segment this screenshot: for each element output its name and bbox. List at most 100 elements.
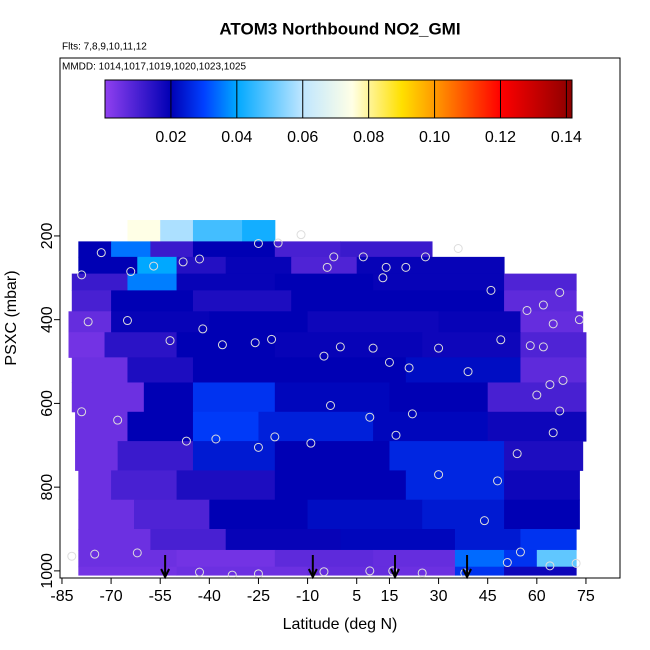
- y-tick-label: 200: [39, 222, 56, 249]
- curtain-cell: [192, 441, 276, 471]
- curtain-cell: [520, 357, 587, 383]
- curtain-cell: [78, 499, 135, 530]
- sample-point: [77, 407, 87, 417]
- sample-point: [358, 252, 368, 262]
- curtain-cell: [291, 357, 407, 383]
- colorbar-tick-label: 0.04: [221, 129, 252, 146]
- sample-point: [329, 252, 339, 262]
- curtain-cell: [111, 290, 194, 312]
- curtain-cell: [192, 241, 276, 258]
- curtain-cell: [127, 273, 178, 291]
- curtain-cell: [78, 241, 112, 258]
- sample-point: [195, 567, 205, 577]
- curtain-cell: [274, 470, 407, 501]
- curtain-cell: [127, 220, 161, 242]
- curtain-cell: [504, 441, 584, 471]
- sample-point: [401, 262, 411, 272]
- curtain-cell: [405, 470, 505, 501]
- curtain-cell: [78, 549, 178, 568]
- curtain-cell: [487, 411, 587, 442]
- curtain-cell: [487, 382, 587, 413]
- curtain-cell: [274, 332, 423, 358]
- curtain-cell: [504, 290, 577, 312]
- curtain-cell: [274, 382, 390, 413]
- sample-point: [384, 357, 394, 367]
- curtain-cell: [274, 549, 374, 568]
- sample-point: [296, 230, 306, 240]
- leg-arrow: [160, 555, 171, 580]
- sample-point: [273, 238, 283, 248]
- x-tick-label: -55: [149, 588, 172, 605]
- curtain-cell: [127, 357, 194, 383]
- sample-point: [267, 334, 277, 344]
- sample-point: [463, 367, 473, 377]
- x-tick-label: -70: [100, 588, 123, 605]
- curtain-cell: [104, 332, 178, 358]
- sample-point: [378, 273, 388, 283]
- curtain-cell: [150, 241, 194, 258]
- y-tick-label: 400: [39, 306, 56, 333]
- curtain-cell: [68, 311, 112, 333]
- x-tick-label: 60: [528, 588, 546, 605]
- curtain-cell: [78, 256, 138, 275]
- curtain-cell: [504, 566, 577, 576]
- sample-point: [253, 442, 263, 452]
- sample-point: [407, 409, 417, 419]
- curtain-cell: [520, 529, 577, 551]
- curtain-cell: [454, 566, 505, 576]
- leg-arrow: [462, 555, 472, 580]
- curtain-cell: [274, 241, 341, 258]
- sample-point: [122, 316, 132, 326]
- x-axis-label: Latitude (deg N): [283, 616, 398, 633]
- sample-point: [502, 558, 512, 568]
- sample-point: [126, 267, 136, 277]
- curtain-cell: [373, 411, 489, 442]
- curtain-cell: [389, 441, 505, 471]
- curtain-cell: [192, 382, 276, 413]
- sample-point: [545, 380, 555, 390]
- y-tick-label: 1000: [39, 553, 56, 589]
- curtain-cell: [78, 470, 112, 501]
- sample-point: [417, 568, 427, 578]
- x-tick-label: 5: [352, 588, 361, 605]
- leg-arrow: [307, 555, 318, 580]
- curtain-cell: [176, 470, 276, 501]
- leg-arrow: [390, 555, 400, 580]
- curtain-cell: [438, 311, 521, 333]
- y-tick-label: 800: [39, 474, 56, 501]
- sample-point: [181, 436, 191, 446]
- curtain-cell: [520, 311, 584, 333]
- sample-point: [326, 401, 336, 411]
- curtain-cell: [274, 441, 390, 471]
- curtain-cell: [405, 357, 521, 383]
- curtain-cell: [389, 382, 489, 413]
- curtain-cell: [356, 256, 505, 275]
- colorbar-tick-label: 0.06: [287, 129, 318, 146]
- curtain-cell: [536, 549, 577, 568]
- x-tick-label: -25: [247, 588, 270, 605]
- sample-point: [165, 336, 175, 346]
- dates-note: MMDD: 1014,1017,1019,1020,1023,1025: [62, 62, 246, 73]
- curtain-cell: [68, 332, 106, 358]
- curtain-cell: [291, 256, 358, 275]
- arrow-head: [390, 568, 400, 580]
- colorbar-tick-label: 0.14: [551, 129, 582, 146]
- sample-point: [149, 261, 159, 271]
- sample-point: [178, 257, 188, 267]
- arrow-head: [307, 568, 318, 580]
- x-tick-label: 15: [381, 588, 399, 605]
- colorbar-tick-label: 0.10: [419, 129, 450, 146]
- sample-point: [211, 434, 221, 444]
- arrow-head: [462, 568, 472, 580]
- curtain-cell: [75, 411, 128, 442]
- sample-point: [132, 548, 142, 558]
- sample-point: [486, 285, 496, 295]
- curtain-cell: [143, 382, 194, 413]
- sample-point: [515, 547, 525, 557]
- sample-point: [391, 430, 401, 440]
- sample-point: [319, 567, 329, 577]
- flights-note: Flts: 7,8,9,10,11,12: [62, 42, 147, 53]
- curtain-cell: [71, 290, 112, 312]
- curtain-cell: [504, 470, 580, 501]
